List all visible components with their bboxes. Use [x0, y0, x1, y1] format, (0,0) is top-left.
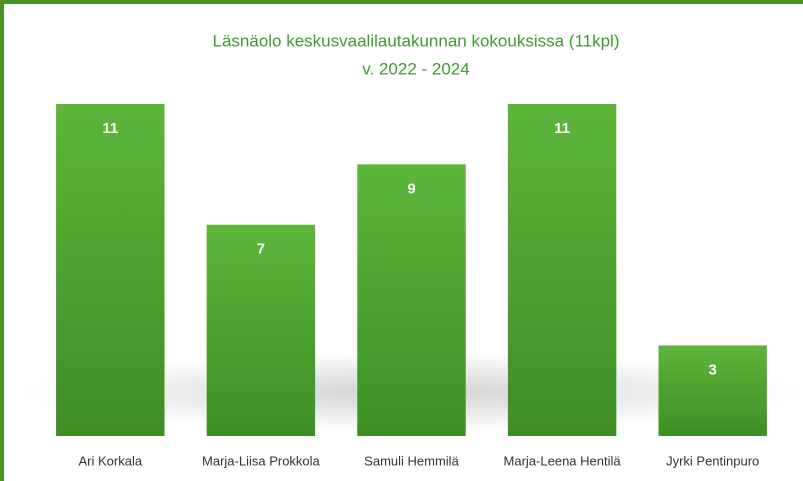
value-label: 11 — [102, 120, 118, 137]
bar — [56, 104, 165, 436]
x-tick-label: Marja-Leena Hentilä — [504, 453, 622, 468]
bar — [357, 164, 466, 436]
x-tick-label: Jyrki Pentinpuro — [666, 453, 759, 468]
bar — [507, 104, 617, 436]
x-tick-label: Marja-Liisa Prokkola — [202, 453, 321, 468]
x-tick-label: Ari Korkala — [79, 453, 143, 468]
value-label: 3 — [709, 361, 717, 378]
value-label: 11 — [554, 120, 570, 137]
bar — [658, 345, 767, 436]
x-tick-label: Samuli Hemmilä — [364, 453, 459, 468]
bar — [206, 224, 316, 436]
chart-title: Läsnäolo keskusvaalilautakunnan kokouksi… — [213, 31, 620, 50]
value-label: 7 — [257, 241, 265, 258]
value-label: 9 — [407, 180, 415, 197]
chart-subtitle: v. 2022 - 2024 — [362, 59, 469, 78]
